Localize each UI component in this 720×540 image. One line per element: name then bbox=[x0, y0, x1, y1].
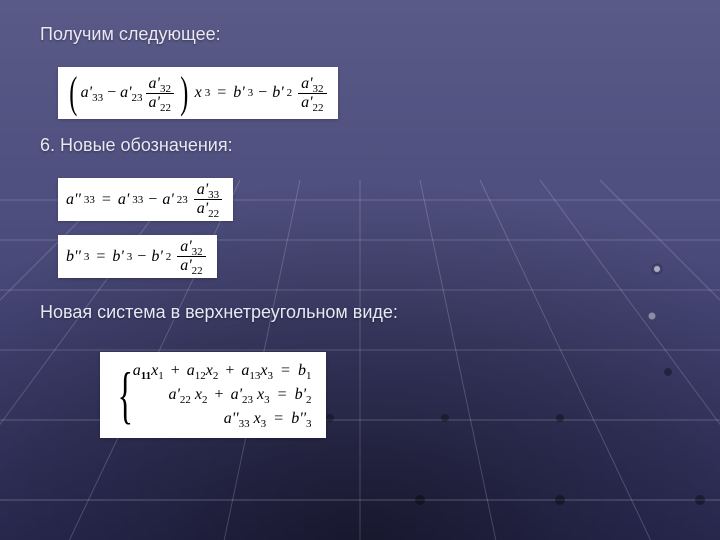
op: = bbox=[96, 249, 105, 265]
sub: 3 bbox=[261, 418, 267, 430]
sub: 2 bbox=[306, 394, 312, 406]
slide: Получим следующее: ( a'33 − a'23 a'32 a'… bbox=[0, 0, 720, 540]
op: = bbox=[281, 362, 290, 379]
t: x bbox=[260, 362, 267, 379]
op: − bbox=[107, 84, 116, 101]
t: a'' bbox=[224, 410, 239, 427]
fraction: a'33 a'22 bbox=[194, 182, 222, 217]
t: b'' bbox=[291, 410, 306, 427]
op: + bbox=[225, 362, 234, 379]
system-row-2: a'22 x2 + a'23 x3 = b'2 bbox=[133, 386, 312, 404]
t: b' bbox=[272, 85, 283, 101]
sub: 2 bbox=[202, 394, 208, 406]
op: = bbox=[274, 410, 283, 427]
t: a' bbox=[162, 192, 173, 208]
op: − bbox=[148, 192, 157, 208]
sub: 23 bbox=[132, 92, 143, 104]
sub: 11 bbox=[141, 370, 151, 382]
t: a bbox=[187, 362, 195, 379]
sub: 22 bbox=[313, 102, 324, 114]
t: b' bbox=[151, 249, 162, 265]
sub: 33 bbox=[92, 92, 103, 104]
system-row-3: a''33 x3 = b''3 bbox=[133, 410, 312, 428]
text-line-1: Получим следующее: bbox=[40, 22, 680, 47]
t: a' bbox=[301, 75, 312, 92]
t: a' bbox=[118, 192, 129, 208]
op: − bbox=[137, 249, 146, 265]
paren-open: ( bbox=[69, 71, 77, 115]
fraction: a'32 a'22 bbox=[146, 76, 174, 111]
sub: 3 bbox=[264, 394, 270, 406]
text-line-2: 6. Новые обозначения: bbox=[40, 133, 680, 158]
sub: 22 bbox=[180, 394, 191, 406]
op: + bbox=[215, 386, 224, 403]
t: b'' bbox=[66, 249, 81, 265]
t: a' bbox=[301, 94, 312, 111]
t: x bbox=[206, 362, 213, 379]
content: Получим следующее: ( a'33 − a'23 a'32 a'… bbox=[0, 0, 720, 458]
t: a bbox=[133, 362, 141, 379]
t: a' bbox=[197, 200, 208, 217]
brace-icon: { bbox=[118, 363, 133, 427]
sub: 22 bbox=[192, 266, 203, 278]
t: a' bbox=[180, 238, 191, 255]
t: a' bbox=[231, 386, 242, 403]
sub: 3 bbox=[306, 418, 312, 430]
sub: 33 bbox=[239, 418, 250, 430]
t: a' bbox=[197, 181, 208, 198]
op: = bbox=[278, 386, 287, 403]
fraction: a'32 a'22 bbox=[298, 76, 326, 111]
sub: 22 bbox=[208, 209, 219, 221]
op: − bbox=[258, 85, 267, 101]
t: b' bbox=[233, 85, 244, 101]
t: b bbox=[298, 362, 306, 379]
t: b' bbox=[112, 249, 123, 265]
sub: 12 bbox=[195, 370, 206, 382]
sub: 2 bbox=[213, 370, 219, 382]
t: a' bbox=[120, 84, 131, 101]
sub: 3 bbox=[268, 370, 274, 382]
t: x bbox=[195, 85, 202, 101]
fraction: a'32 a'22 bbox=[177, 239, 205, 274]
t: a' bbox=[180, 257, 191, 274]
system-row-1: a11x1 + a12x2 + a13x3 = b1 bbox=[133, 362, 312, 380]
sub: 1 bbox=[306, 370, 312, 382]
op: = bbox=[102, 192, 111, 208]
formula-1: ( a'33 − a'23 a'32 a'22 ) x3 = b'3 − bbox=[58, 67, 338, 119]
t: a' bbox=[149, 75, 160, 92]
t: a'' bbox=[66, 192, 81, 208]
t: a' bbox=[81, 84, 92, 101]
sub: 1 bbox=[158, 370, 164, 382]
t: x bbox=[195, 386, 202, 403]
t: a' bbox=[169, 386, 180, 403]
sub: 13 bbox=[249, 370, 260, 382]
t: a' bbox=[149, 94, 160, 111]
system-box: { a11x1 + a12x2 + a13x3 = b1 a'22 x2 + bbox=[100, 352, 326, 438]
formula-2: a''33 = a'33 − a'23 a'33 a'22 bbox=[58, 178, 233, 221]
formula-3: b''3 = b'3 − b'2 a'32 a'22 bbox=[58, 235, 217, 278]
text-line-3: Новая система в верхнетреугольном виде: bbox=[40, 300, 680, 325]
t: b' bbox=[295, 386, 306, 403]
op: + bbox=[171, 362, 180, 379]
sub: 23 bbox=[242, 394, 253, 406]
paren-close: ) bbox=[180, 71, 188, 115]
op: = bbox=[217, 85, 226, 101]
sub: 22 bbox=[160, 102, 171, 114]
t: x bbox=[254, 410, 261, 427]
